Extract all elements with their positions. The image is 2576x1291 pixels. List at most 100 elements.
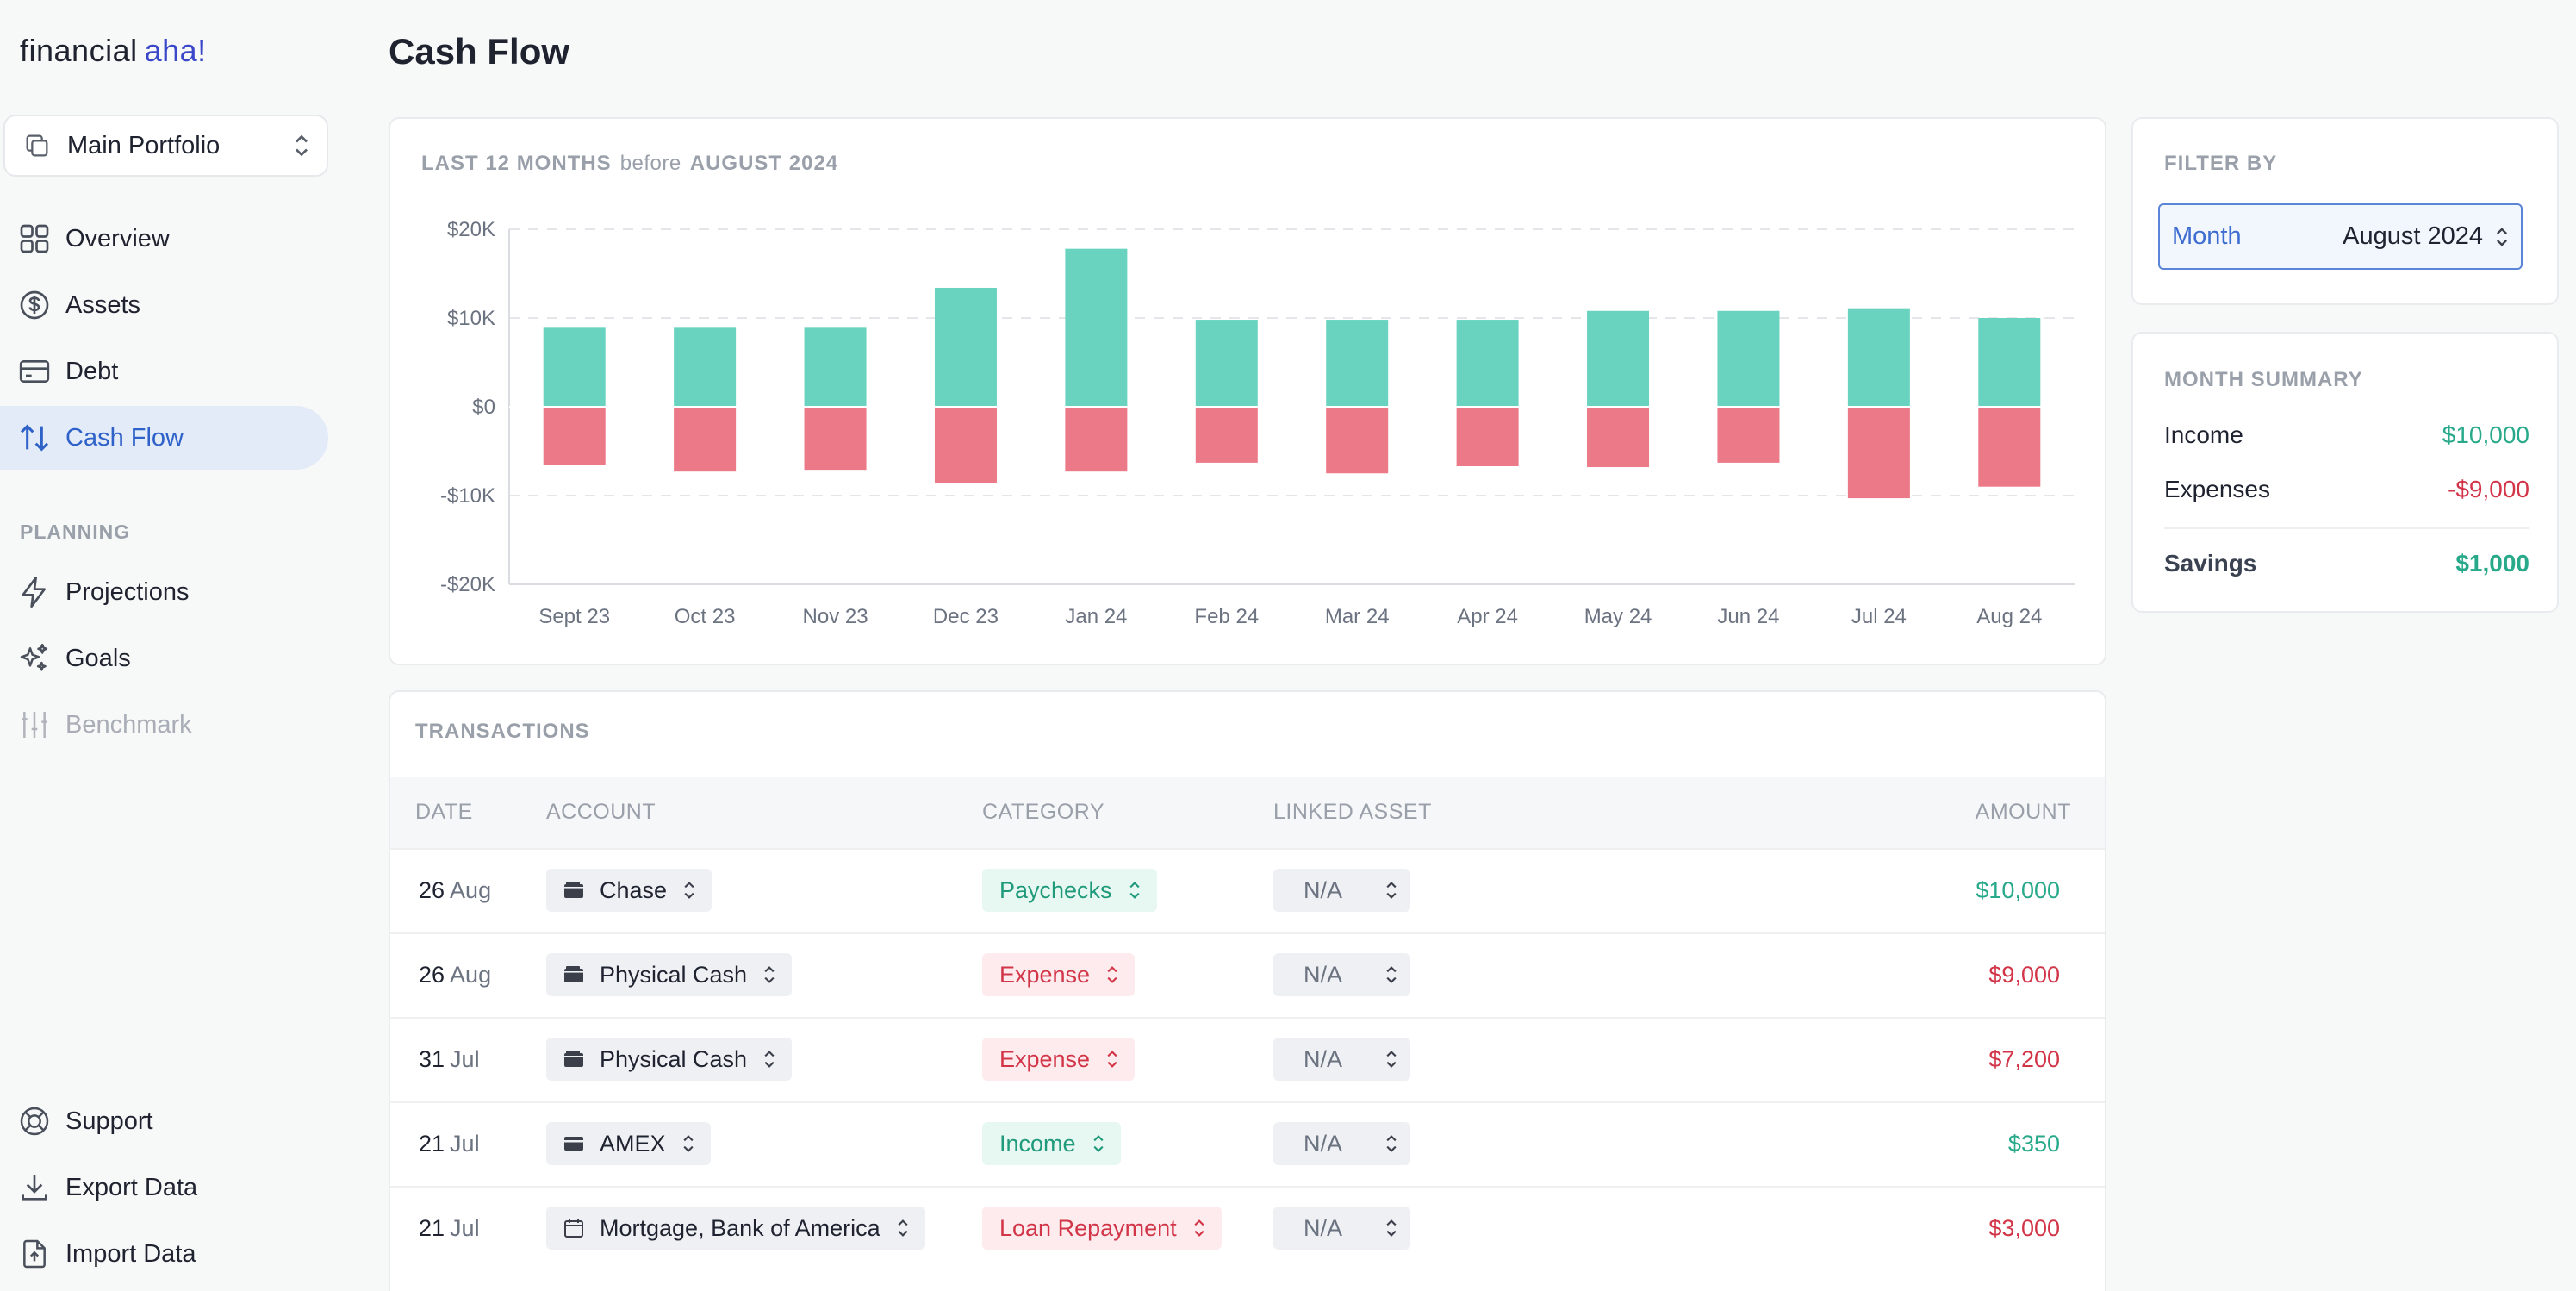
nav-debt[interactable]: Debt	[0, 340, 328, 403]
category-select[interactable]: Expense	[982, 1038, 1136, 1081]
account-select[interactable]: Physical Cash	[546, 1038, 793, 1081]
y-tick-label: $0	[472, 396, 495, 419]
y-tick-label: $20K	[447, 218, 495, 241]
tx-day: 31	[419, 1046, 445, 1072]
sliders-icon	[22, 712, 47, 738]
expense-bar	[1587, 407, 1650, 468]
x-tick-label: Jun 24	[1717, 605, 1779, 628]
x-tick-label: Oct 23	[675, 605, 736, 628]
account-label: AMEX	[600, 1130, 666, 1157]
tx-date: 26 Aug	[419, 962, 491, 989]
filter-label: Month	[2172, 222, 2242, 250]
portfolio-selector[interactable]: Main Portfolio	[3, 115, 328, 177]
chevron-up-down-icon	[1107, 966, 1117, 983]
nav-benchmark-label: Benchmark	[65, 710, 192, 739]
nav-support-label: Support	[65, 1107, 153, 1135]
credit-card-icon	[564, 1137, 583, 1151]
income-bar	[1065, 248, 1128, 407]
linked-asset-label: N/A	[1304, 961, 1343, 988]
chevron-up-down-icon	[682, 1135, 694, 1152]
nav-assets[interactable]: Assets	[0, 273, 328, 337]
category-label: Loan Repayment	[999, 1214, 1177, 1241]
x-tick-label: Jan 24	[1065, 605, 1127, 628]
chevron-up-down-icon	[1386, 882, 1397, 899]
nav-export-data[interactable]: Export Data	[0, 1156, 328, 1219]
column-date: DATE	[415, 800, 473, 824]
linked-asset-select[interactable]: N/A	[1273, 1207, 1410, 1250]
tx-date: 31 Jul	[419, 1046, 480, 1073]
chevron-up-down-icon	[1129, 882, 1140, 899]
nav-cash-flow[interactable]: Cash Flow	[0, 406, 328, 470]
summary-title: MONTH SUMMARY	[2164, 368, 2363, 391]
x-tick-label: Mar 24	[1325, 605, 1390, 628]
expense-bar	[804, 407, 867, 471]
file-upload-icon	[23, 1239, 46, 1269]
chevron-up-down-icon	[684, 882, 694, 899]
expense-bar	[543, 407, 606, 465]
table-row[interactable]: 26 Aug Chase Paychecks N/A $10,000	[390, 848, 2105, 932]
nav-projections[interactable]: Projections	[0, 560, 328, 624]
income-bar	[1587, 310, 1650, 407]
filter-title: FILTER BY	[2164, 152, 2278, 175]
expense-bar	[1195, 407, 1258, 463]
expense-bar	[934, 407, 997, 483]
y-tick-label: -$10K	[440, 484, 495, 508]
expense-bar	[1847, 407, 1910, 499]
nav-import-data[interactable]: Import Data	[0, 1222, 328, 1286]
linked-asset-select[interactable]: N/A	[1273, 1122, 1410, 1165]
calendar-icon	[564, 1219, 583, 1238]
income-bar	[1978, 318, 2041, 407]
category-select[interactable]: Loan Repayment	[982, 1207, 1222, 1250]
chevron-up-down-icon	[1386, 1219, 1397, 1237]
linked-asset-select[interactable]: N/A	[1273, 869, 1410, 912]
chart-heading: LAST 12 MONTHS before AUGUST 2024	[421, 152, 838, 176]
category-label: Expense	[999, 961, 1091, 988]
category-select[interactable]: Income	[982, 1122, 1121, 1165]
column-amount: AMOUNT	[1975, 800, 2071, 824]
category-label: Paychecks	[999, 876, 1112, 903]
linked-asset-select[interactable]: N/A	[1273, 1038, 1410, 1081]
app-logo[interactable]: financial aha!	[20, 33, 207, 69]
arrows-up-down-icon	[20, 424, 49, 452]
income-bar	[804, 327, 867, 407]
table-row[interactable]: 26 Aug Physical Cash Expense N/A $9,000	[390, 932, 2105, 1017]
table-row[interactable]: 31 Jul Physical Cash Expense N/A $7,200	[390, 1017, 2105, 1101]
cash-flow-bar-chart: $20K $10K $0 -$10K -$20K Sept 23 Oct 23 Nov 23 D…	[440, 218, 2075, 628]
nav-goals[interactable]: Goals	[0, 627, 328, 690]
nav-benchmark[interactable]: Benchmark	[0, 693, 328, 757]
month-filter-select[interactable]: Month August 2024	[2158, 203, 2523, 270]
linked-asset-label: N/A	[1304, 876, 1343, 903]
summary-expenses-value: -$9,000	[2448, 476, 2529, 502]
summary-expenses-row: Expenses -$9,000	[2164, 476, 2529, 503]
category-select[interactable]: Paychecks	[982, 869, 1157, 912]
x-tick-label: Nov 23	[803, 605, 868, 628]
nav-overview[interactable]: Overview	[0, 207, 328, 271]
account-select[interactable]: Chase	[546, 869, 712, 912]
table-row[interactable]: 21 Jul Mortgage, Bank of America Loan Rep…	[390, 1186, 2105, 1270]
tx-date: 26 Aug	[419, 877, 491, 904]
account-select[interactable]: Mortgage, Bank of America	[546, 1207, 925, 1250]
category-select[interactable]: Expense	[982, 953, 1136, 996]
sparkles-icon	[20, 643, 48, 671]
y-tick-label: $10K	[447, 307, 495, 330]
x-tick-label: Aug 24	[1976, 605, 2042, 628]
account-select[interactable]: AMEX	[546, 1122, 711, 1165]
sidebar: financial aha! Main Portfolio Overview As…	[0, 0, 345, 1291]
wallet-icon	[564, 1051, 583, 1067]
account-select[interactable]: Physical Cash	[546, 953, 793, 996]
nav-support[interactable]: Support	[0, 1089, 328, 1153]
summary-income-value: $10,000	[2442, 421, 2529, 448]
column-account: ACCOUNT	[546, 800, 656, 824]
table-row[interactable]: 21 Jul AMEX Income N/A $350	[390, 1101, 2105, 1186]
account-label: Mortgage, Bank of America	[600, 1214, 880, 1241]
tx-month: Jul	[450, 1215, 480, 1241]
linked-asset-label: N/A	[1304, 1214, 1343, 1241]
portfolio-label: Main Portfolio	[67, 131, 221, 159]
x-tick-label: May 24	[1584, 605, 1652, 628]
linked-asset-select[interactable]: N/A	[1273, 953, 1410, 996]
nav-assets-label: Assets	[65, 290, 141, 319]
dollar-circle-icon	[20, 290, 49, 320]
chevron-up-down-icon	[1386, 1051, 1397, 1068]
summary-savings-row: Savings $1,000	[2164, 550, 2529, 577]
filter-value: August 2024	[2343, 222, 2483, 250]
